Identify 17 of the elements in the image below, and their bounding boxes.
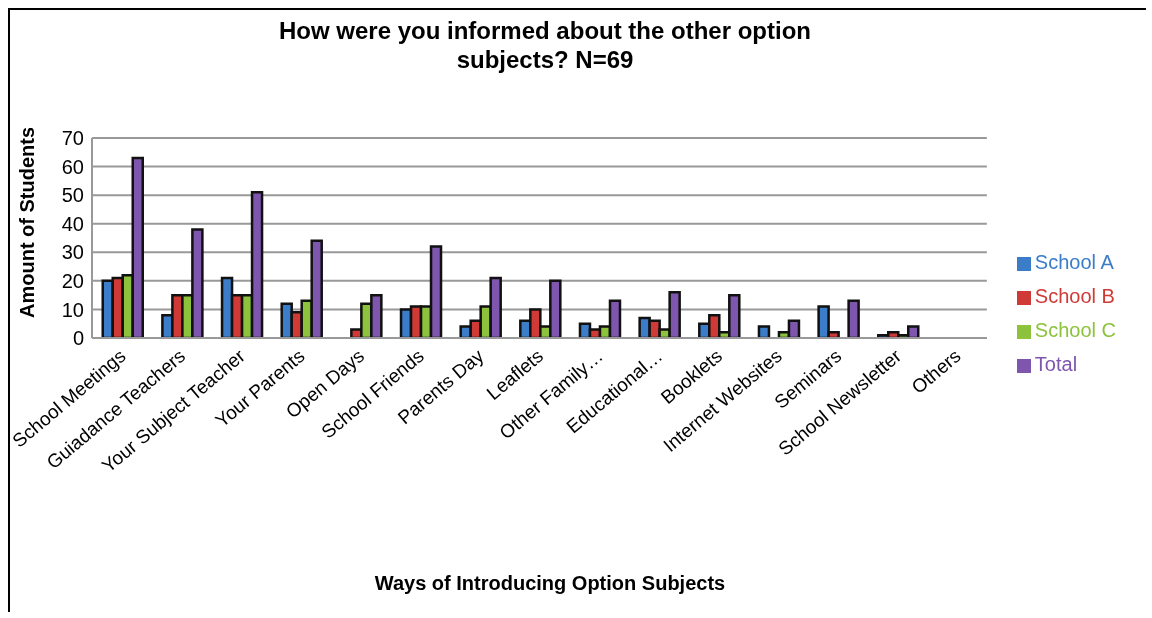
y-tick-label: 40 [61,212,84,235]
y-tick-label: 30 [61,241,84,264]
legend-label: Total [1034,353,1078,375]
y-tick-label: 60 [61,155,84,178]
legend-label: School C [1034,319,1116,341]
bar [757,325,771,338]
y-tick-label: 0 [72,327,84,350]
y-tick-label: 10 [61,298,84,321]
x-axis-title: Ways of Introducing Option Subjects [373,572,727,595]
chart-title: How were you informed about the other option subjects? N=69 [278,16,812,74]
y-tick-label: 50 [61,184,84,207]
y-tick-label: 20 [61,269,84,292]
bar [847,299,860,338]
legend-label: School A [1034,251,1114,273]
y-axis-title: Amount of Students [16,126,39,318]
y-tick-label: 70 [61,127,84,150]
legend-label: School B [1034,285,1115,307]
